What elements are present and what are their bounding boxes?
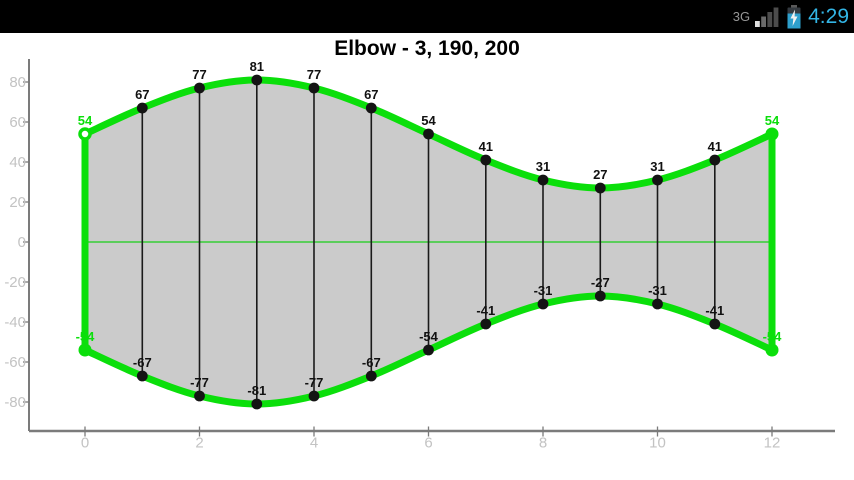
data-point-marker <box>365 102 377 114</box>
data-point-marker <box>537 174 549 186</box>
point-value-label: -54 <box>76 329 96 344</box>
point-value-label: -41 <box>476 303 495 318</box>
x-tick-label: 0 <box>81 435 89 452</box>
point-value-label: 54 <box>421 113 436 128</box>
lightning-bolt-glyph <box>790 9 798 26</box>
data-point-marker <box>136 370 148 382</box>
point-value-label: -31 <box>648 283 667 298</box>
elbow-profile-chart[interactable]: 80 60 40 20 0 -20 -40 -60 -80 0 2 4 6 8 10 12 54 -54 67 -67… <box>0 33 854 480</box>
data-point-marker <box>594 290 606 302</box>
x-tick-label: 8 <box>539 435 547 452</box>
endpoint-marker <box>78 343 92 357</box>
point-value-label: -31 <box>534 283 553 298</box>
data-point-marker <box>136 102 148 114</box>
data-point-marker <box>194 390 205 402</box>
status-bar: 3G 4:29 <box>0 0 854 33</box>
data-point-marker <box>594 182 606 194</box>
endpoint-marker <box>78 127 92 141</box>
data-point-marker <box>423 128 434 140</box>
y-tick-label: -40 <box>4 314 26 331</box>
y-tick-label: -80 <box>4 394 26 411</box>
battery-charging-icon <box>787 4 801 28</box>
point-value-label: 41 <box>479 139 493 154</box>
point-value-label: 67 <box>135 87 149 102</box>
point-value-label: -67 <box>362 355 381 370</box>
signal-strength-icon <box>755 7 779 27</box>
data-point-marker <box>194 82 205 94</box>
y-tick-label: 40 <box>9 154 26 171</box>
x-tick-label: 6 <box>424 435 432 452</box>
point-value-label: -81 <box>247 383 266 398</box>
point-value-label: 77 <box>192 67 206 82</box>
point-value-label: 27 <box>593 167 607 182</box>
point-value-label: -54 <box>763 329 783 344</box>
y-tick-label: -60 <box>4 354 26 371</box>
endpoint-marker <box>765 343 779 357</box>
point-value-label: -67 <box>133 355 152 370</box>
point-value-label: -27 <box>591 275 610 290</box>
data-point-marker <box>709 154 721 166</box>
point-value-label: 41 <box>708 139 722 154</box>
point-value-label: 31 <box>536 159 550 174</box>
y-tick-label: 20 <box>9 194 26 211</box>
x-tick-label: 2 <box>195 435 203 452</box>
network-type-label: 3G <box>732 9 751 24</box>
data-point-marker <box>480 154 492 166</box>
point-value-label: -77 <box>305 375 324 390</box>
point-value-label: 54 <box>78 113 93 128</box>
data-point-marker <box>251 398 263 410</box>
point-value-label: 67 <box>364 87 378 102</box>
y-tick-label: -20 <box>4 274 26 291</box>
data-point-marker <box>423 344 434 356</box>
chart-area: Elbow - 3, 190, 200 80 60 40 20 0 -20 -40 -60 -8… <box>0 33 854 480</box>
data-point-marker <box>709 318 721 330</box>
data-point-marker <box>652 298 663 310</box>
y-tick-label: 0 <box>18 234 26 251</box>
data-point-marker <box>365 370 377 382</box>
x-tick-label: 10 <box>649 435 666 452</box>
y-tick-label: 80 <box>9 74 26 91</box>
data-point-marker <box>251 74 263 86</box>
point-value-label: -41 <box>705 303 724 318</box>
point-value-label: -54 <box>419 329 439 344</box>
point-value-label: 31 <box>650 159 664 174</box>
x-tick-label: 12 <box>764 435 781 452</box>
data-point-marker <box>308 390 320 402</box>
point-value-label: 81 <box>250 59 264 74</box>
data-point-marker <box>308 82 320 94</box>
data-point-marker <box>537 298 549 310</box>
data-point-marker <box>652 174 663 186</box>
endpoint-marker <box>765 127 779 141</box>
x-tick-label: 4 <box>310 435 318 452</box>
y-tick-label: 60 <box>9 114 26 131</box>
chart-title: Elbow - 3, 190, 200 <box>334 37 520 60</box>
data-point-marker <box>480 318 492 330</box>
point-value-label: 54 <box>765 113 780 128</box>
point-value-label: -77 <box>190 375 209 390</box>
point-value-label: 77 <box>307 67 321 82</box>
status-clock: 4:29 <box>808 5 849 28</box>
